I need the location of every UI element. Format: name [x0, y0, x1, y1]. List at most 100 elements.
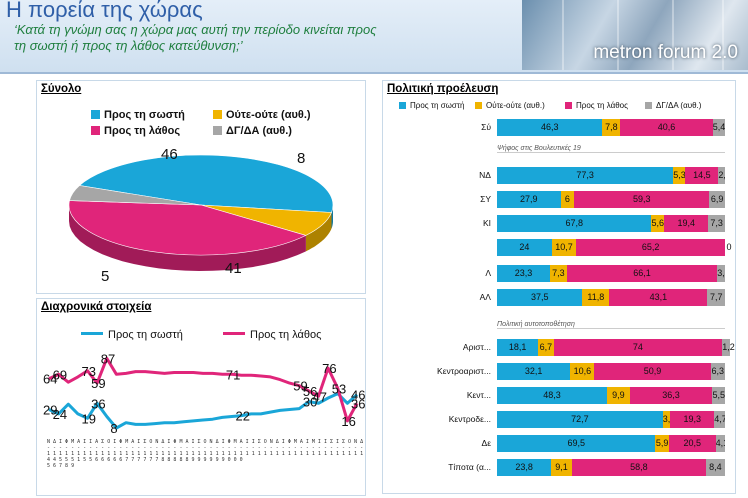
point-label: 29: [43, 402, 57, 417]
x-tick-row: 4 4 5 5 5 1 5 5 6 6 6 6 6 7 7 7 7 7 7 8 …: [47, 457, 243, 463]
bar-segment: 9,1: [551, 459, 572, 476]
point-label: 59: [91, 376, 105, 391]
bar-segment: 69,5: [497, 435, 656, 452]
bar-segment: 36,3: [629, 387, 713, 404]
pie-slice: [78, 154, 334, 213]
bar-segment: 5,3: [673, 167, 686, 184]
line-title: Διαχρονικά στοιχεία: [41, 301, 152, 313]
line-panel: Διαχρονικά στοιχεία Προς τη σωστή Προς τ…: [36, 298, 366, 496]
bar-segment: 10,6: [570, 363, 595, 380]
bar-segment: 77,3: [497, 167, 674, 184]
bar-segment: 32,1: [497, 363, 571, 380]
legend-swatch: [213, 126, 222, 135]
bar-row-label: ΝΔ: [479, 170, 491, 180]
point-label: 47: [313, 389, 327, 404]
point-label: 36: [351, 396, 365, 411]
bar-row-label: Δε: [481, 438, 491, 448]
bar-title: Πολιτική προέλευση: [387, 83, 499, 95]
point-label: 76: [322, 361, 336, 376]
legend-swatch: [91, 126, 100, 135]
pie-value-label: 5: [101, 268, 109, 285]
point-label: 56: [303, 384, 317, 399]
pie-slice-side: [69, 205, 306, 271]
legend-swatch: [475, 102, 482, 109]
series-line: [48, 356, 359, 423]
pie-slice-side: [331, 205, 333, 229]
bar-segment: 14,5: [685, 167, 719, 184]
legend-line-swatch: [81, 332, 103, 335]
point-label: 64: [43, 372, 57, 387]
bar-row-label: Αριστ...: [462, 342, 491, 352]
bar-segment: 4,1: [715, 435, 725, 452]
bar-segment: 2,9: [718, 167, 725, 184]
bar-segment: 1,2: [722, 339, 735, 356]
bar-segment: 27,9: [497, 191, 561, 208]
bar-segment: 3,4: [717, 265, 725, 282]
bar-row-label: Κεντροαριστ...: [437, 366, 491, 376]
point-label: 71: [226, 367, 240, 382]
bar-row-label: ΑΛ: [479, 292, 491, 302]
bar-segment: 5,6: [651, 215, 665, 232]
pie-title: Σύνολο: [41, 83, 82, 95]
point-label: 46: [351, 388, 365, 403]
bar-segment: 23,8: [497, 459, 552, 476]
line-legend-wrong: Προς τη λάθος: [223, 329, 321, 341]
bar-segment: 0: [726, 242, 732, 252]
line-legend-correct: Προς τη σωστή: [81, 329, 183, 341]
bar-row-label: Λ: [485, 268, 491, 278]
bar-segment: 67,8: [497, 215, 652, 232]
bar-row-label: Σύ: [481, 122, 491, 132]
bar-legend-dk: ΔΓ/ΔΑ (αυθ.): [645, 101, 701, 110]
bar-segment: 19,4: [664, 215, 709, 232]
bar-legend-wrong: Προς τη λάθος: [565, 101, 628, 110]
legend-swatch: [565, 102, 572, 109]
bar-segment: 7,3: [708, 215, 725, 232]
bar-segment: 10,7: [551, 239, 577, 256]
bar-segment: 19,3: [670, 411, 715, 428]
x-tick-labels: Ν Δ Ι Φ Μ Α Ι Ι Α Σ Ο Ι Φ Μ Α Ι Σ Ο Ν Δ …: [47, 439, 363, 469]
pie-legend-neither: Ούτε-ούτε (αυθ.): [213, 109, 311, 121]
bar-segment: 6,7: [538, 339, 554, 356]
bar-row-label: ΚΙ: [482, 218, 491, 228]
bar-segment: 4,7: [714, 411, 725, 428]
bar-segment: 3,3: [662, 411, 671, 428]
bar-segment: 24: [497, 239, 552, 256]
point-label: 87: [101, 351, 115, 366]
page-title: Η πορεία της χώρας: [6, 0, 203, 22]
bar-segment: 74: [553, 339, 723, 356]
legend-swatch: [399, 102, 406, 109]
pie-chart: 46 8 41 5: [68, 146, 334, 285]
bar-segment: 6,3: [710, 363, 725, 380]
bar-segment: 5,5: [712, 387, 725, 404]
bar-segment: 5,9: [655, 435, 669, 452]
bar-segment: 40,6: [620, 119, 713, 136]
bar-segment: 9,9: [607, 387, 630, 404]
bar-segment: 43,1: [609, 289, 708, 306]
bar-segment: 7,7: [707, 289, 725, 306]
point-label: 53: [332, 381, 346, 396]
bar-legend-neither: Ούτε-ούτε (αυθ.): [475, 101, 545, 110]
pie-legend-correct: Προς τη σωστή: [91, 109, 185, 121]
bar-segment: 6,9: [709, 191, 725, 208]
bar-segment: 46,3: [497, 119, 603, 136]
pie-value-label: 8: [297, 150, 305, 167]
bar-segment: 18,1: [497, 339, 539, 356]
point-label: 22: [236, 409, 250, 424]
question-line-1: ‘Κατά τη γνώμη σας η χώρα μας αυτή την π…: [14, 22, 377, 37]
bar-segment: 20,5: [668, 435, 716, 452]
bar-segment: 48,3: [497, 387, 608, 404]
bar-row-label: Κεντροδε...: [448, 414, 491, 424]
pie-value-label: 46: [161, 146, 178, 163]
pie-slice: [69, 185, 202, 206]
series-line: [48, 392, 359, 430]
point-label: 16: [341, 414, 355, 429]
bar-segment: 7,8: [602, 119, 621, 136]
bar-row-label: ΣΥ: [480, 194, 491, 204]
x-tick-row: 5 6 7 8 9: [47, 463, 75, 469]
bar-segment: 8,4: [705, 459, 725, 476]
bar-legend-correct: Προς τη σωστή: [399, 101, 464, 110]
pie-value-label: 41: [225, 260, 242, 277]
point-label: 36: [91, 396, 105, 411]
legend-swatch: [645, 102, 652, 109]
